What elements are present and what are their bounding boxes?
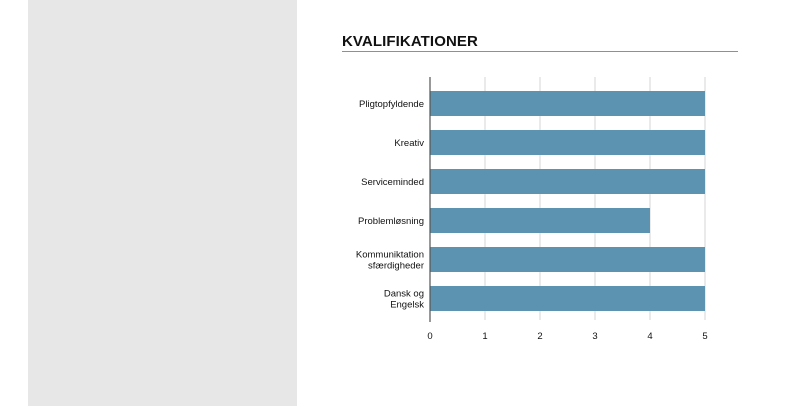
tick-label-0: 0 bbox=[427, 331, 432, 342]
bar-1 bbox=[430, 130, 705, 155]
category-label: Pligtopfyldende bbox=[359, 99, 424, 110]
tick-label-3: 3 bbox=[592, 331, 597, 342]
tick-label-5: 5 bbox=[702, 331, 707, 342]
bar-0 bbox=[430, 91, 705, 116]
category-label: Problemløsning bbox=[358, 216, 424, 227]
title-divider bbox=[342, 51, 738, 52]
tick-labels: 0 1 2 3 4 5 bbox=[427, 331, 707, 342]
bar-3 bbox=[430, 208, 650, 233]
category-labels: Pligtopfyldende Kreativ Serviceminded Probl… bbox=[356, 99, 424, 311]
tick-label-1: 1 bbox=[482, 331, 487, 342]
tick-label-2: 2 bbox=[537, 331, 542, 342]
sidebar-panel bbox=[28, 0, 297, 406]
bar-5 bbox=[430, 286, 705, 311]
category-label: Kreativ bbox=[394, 138, 424, 149]
section-title: KVALIFIKATIONER bbox=[342, 33, 478, 50]
bar-4 bbox=[430, 247, 705, 272]
category-label: Engelsk bbox=[390, 300, 424, 311]
tick-label-4: 4 bbox=[647, 331, 652, 342]
bar-2 bbox=[430, 169, 705, 194]
chart-grid bbox=[484, 77, 706, 320]
category-label: Kommuniktation bbox=[356, 250, 424, 261]
category-label: Serviceminded bbox=[361, 177, 424, 188]
category-label: Dansk og bbox=[384, 289, 424, 300]
chart-bars bbox=[430, 91, 705, 311]
category-label: sfærdigheder bbox=[368, 261, 424, 272]
